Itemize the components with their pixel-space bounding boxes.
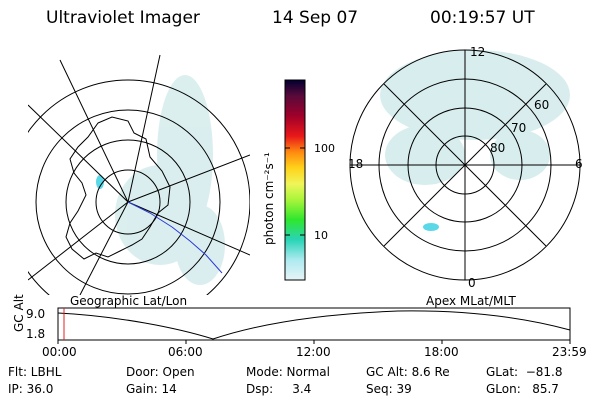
glon-readout: GLon: 85.7: [486, 382, 559, 396]
ip-readout: IP: 36.0: [8, 382, 54, 396]
colorbar-unit-label: photon cm⁻²s⁻¹: [262, 152, 276, 245]
colorbar: [284, 79, 306, 281]
apex-caption: Apex MLat/MLT: [426, 294, 516, 308]
xtick-1200: 12:00: [296, 345, 331, 359]
door-readout: Door: Open: [126, 365, 195, 379]
aurora-spot: [96, 175, 104, 189]
colorbar-tick-100: 100: [314, 142, 335, 155]
mode-readout: Mode: Normal: [246, 365, 330, 379]
geographic-map: [28, 54, 250, 295]
xtick-2359: 23:59: [552, 345, 587, 359]
aurora-spot-right: [423, 223, 439, 231]
xtick-1800: 18:00: [424, 345, 459, 359]
orbit-track: [127, 201, 223, 274]
ytick-1-8: 1.8: [26, 327, 46, 341]
mlat-label-60: 60: [534, 98, 550, 112]
mlt-label-18: 18: [348, 157, 364, 171]
instrument-title: Ultraviolet Imager: [46, 8, 200, 28]
seq-readout: Seq: 39: [366, 382, 412, 396]
date-label: 14 Sep 07: [272, 8, 359, 28]
aurora-haze: [115, 75, 225, 285]
mlt-label-12: 12: [470, 45, 486, 59]
mlat-mlt-map: [349, 49, 581, 281]
altitude-curve: [57, 310, 571, 340]
filter-readout: Flt: LBHL: [8, 365, 62, 379]
gc-alt-ylabel: GC Alt: [12, 294, 26, 332]
mlt-label-6: 6: [575, 157, 583, 171]
coastline: [65, 116, 171, 260]
xtick-0600: 06:00: [168, 345, 203, 359]
gc-alt-readout: GC Alt: 8.6 Re: [366, 365, 450, 379]
altitude-plot: [57, 307, 571, 344]
mlat-label-70: 70: [511, 121, 527, 135]
mlt-label-0: 0: [468, 276, 476, 290]
xtick-0000: 00:00: [42, 345, 77, 359]
time-label: 00:19:57 UT: [430, 8, 535, 28]
dsp-readout: Dsp: 3.4: [246, 382, 312, 396]
mlat-label-80: 80: [490, 141, 506, 155]
gain-readout: Gain: 14: [126, 382, 177, 396]
ytick-9: 9.0: [26, 307, 46, 321]
geographic-caption: Geographic Lat/Lon: [70, 294, 188, 308]
glat-readout: GLat: −81.8: [486, 365, 563, 379]
aurora-haze-right: [380, 50, 570, 185]
colorbar-tick-10: 10: [314, 229, 328, 242]
